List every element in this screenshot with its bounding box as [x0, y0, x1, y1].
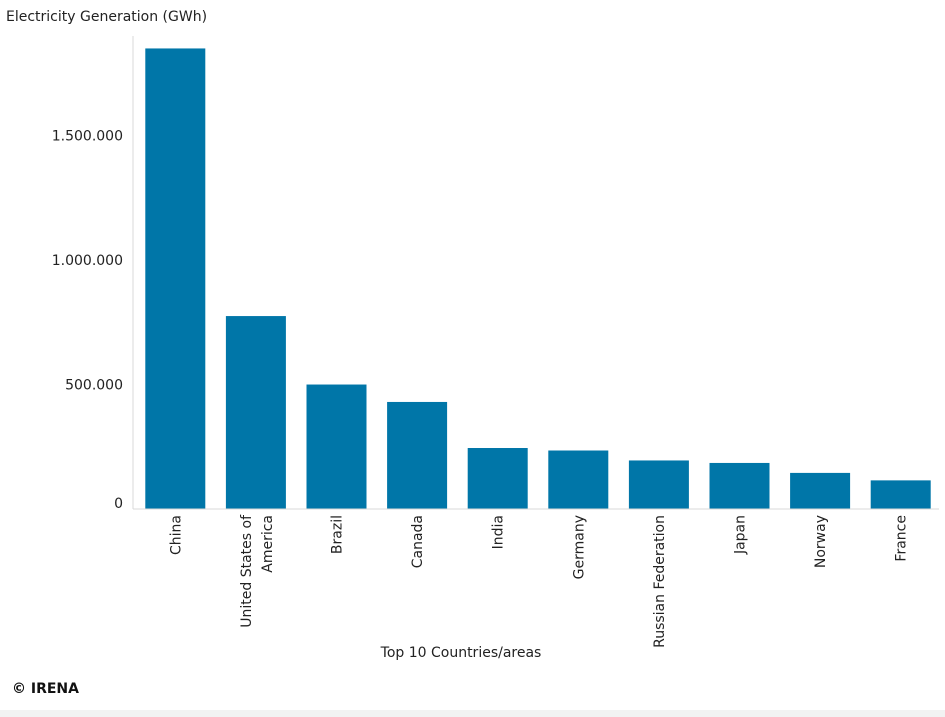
- x-tick-label: Russian Federation: [652, 515, 668, 648]
- chart: Electricity Generation (GWh) 0 500.000 1.0…: [6, 9, 939, 661]
- y-tick-label: 0: [114, 496, 123, 512]
- bar: [709, 462, 770, 509]
- x-tick-label: Germany: [571, 515, 587, 579]
- credit-label: © IRENA: [12, 681, 79, 697]
- bar: [548, 450, 609, 509]
- x-tick-label: Canada: [410, 515, 426, 568]
- bar: [628, 460, 689, 509]
- bar: [145, 48, 206, 510]
- x-tick-label: France: [894, 515, 910, 562]
- y-tick-label: 1.500.000: [52, 129, 123, 145]
- bar: [306, 384, 367, 509]
- x-tick-label: Japan: [733, 515, 749, 555]
- x-tick-label: United States of America: [239, 514, 276, 628]
- bar: [225, 316, 286, 509]
- x-tick-label: Norway: [813, 515, 829, 568]
- footer-strip: [0, 710, 945, 717]
- bars: [145, 48, 931, 510]
- x-tick-label: India: [491, 515, 507, 549]
- y-axis-title: Electricity Generation (GWh): [6, 9, 207, 25]
- y-axis: 0 500.000 1.000.000 1.500.000: [52, 36, 134, 512]
- y-tick-label: 1.000.000: [52, 253, 123, 269]
- bar: [790, 472, 851, 509]
- y-tick-label: 500.000: [65, 378, 123, 394]
- x-axis: China United States of America Brazil Canada…: [133, 508, 939, 648]
- x-tick-label: China: [168, 515, 184, 555]
- bar: [870, 480, 931, 509]
- x-tick-label: Brazil: [330, 515, 346, 554]
- bar: [387, 401, 448, 509]
- x-axis-title: Top 10 Countries/areas: [380, 645, 542, 661]
- bar: [467, 448, 528, 509]
